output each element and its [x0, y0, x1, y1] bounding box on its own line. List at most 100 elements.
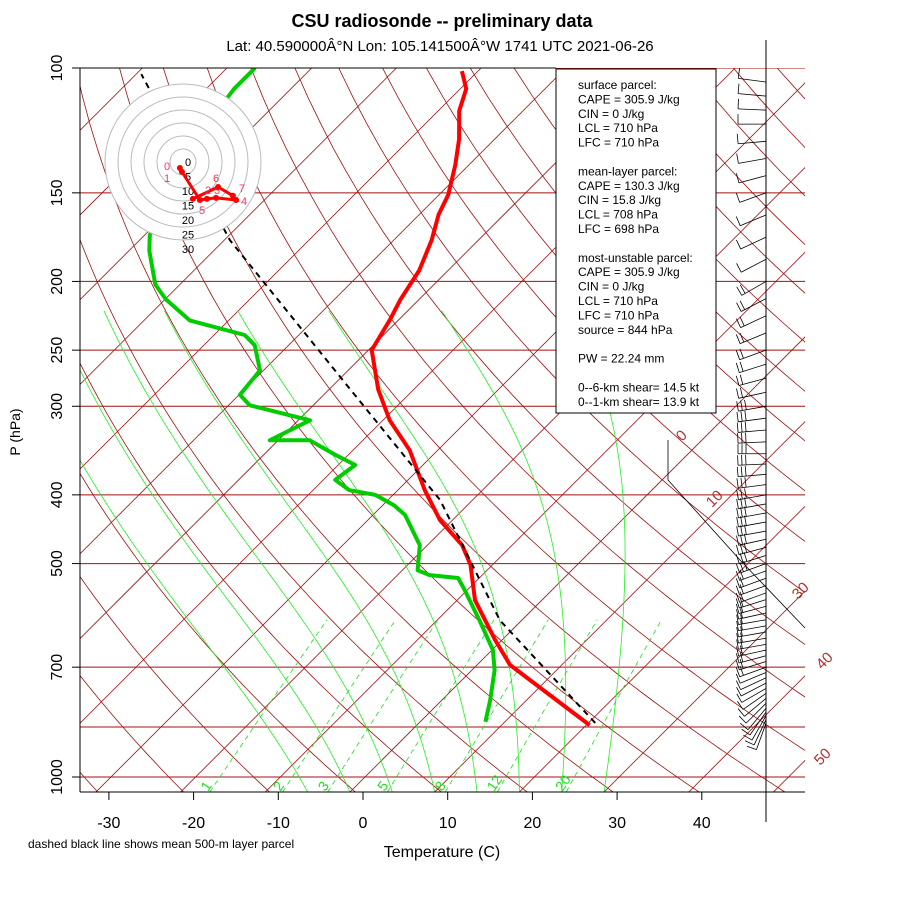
- mixing-ratio-line: [282, 619, 396, 792]
- wind-barb: [738, 108, 767, 111]
- wind-barb: [739, 192, 767, 203]
- isotherm-line: [603, 590, 805, 792]
- parcel-info-line: CAPE = 130.3 J/kg: [578, 179, 680, 193]
- wind-barb-flag: [735, 544, 740, 555]
- wind-barb-flag: [736, 526, 739, 537]
- wind-barb: [738, 503, 767, 510]
- mixing-ratio-label: 2: [270, 778, 288, 794]
- wind-barb: [738, 484, 767, 489]
- wind-barb: [739, 555, 767, 565]
- dry-adiabat-line: [80, 84, 614, 792]
- wind-barb-flag: [744, 410, 747, 421]
- wind-barb-flag: [736, 693, 743, 703]
- hodograph-point-label: 2: [205, 185, 211, 197]
- wind-barb-flag: [740, 466, 743, 477]
- moist-adiabat-line: [441, 310, 567, 792]
- hodograph-point: [189, 195, 196, 202]
- wind-barb-flag: [737, 83, 740, 94]
- x-tick-label: 20: [524, 815, 542, 832]
- wind-barb-flag: [736, 478, 739, 489]
- isotherm-label: 0: [673, 427, 691, 445]
- isotherm-line: [264, 251, 805, 792]
- parcel-info-line: CIN = 0 J/kg: [578, 107, 644, 121]
- wind-barb: [738, 175, 767, 184]
- chart-title: CSU radiosonde -- preliminary data: [291, 11, 593, 31]
- hodograph-ring-label: 5: [185, 172, 191, 184]
- wind-barb-flag: [740, 400, 743, 411]
- wind-barb-flag: [735, 563, 741, 574]
- wind-barb: [738, 631, 767, 638]
- y-tick-label: 700: [49, 654, 66, 681]
- wind-barb: [738, 512, 767, 519]
- x-tick-label: -30: [97, 815, 120, 832]
- isotherm-line: [180, 167, 805, 792]
- wind-barb-flag: [740, 411, 743, 422]
- hodograph-ring: [130, 109, 236, 215]
- wind-barb-flag: [735, 598, 740, 609]
- wind-barb-flag: [744, 497, 747, 508]
- hodograph-point-label: 4: [241, 196, 247, 208]
- wind-barb-flag: [739, 316, 745, 327]
- parcel-info-line: CAPE = 305.9 J/kg: [578, 265, 680, 279]
- wind-barb-flag: [736, 498, 739, 509]
- wind-barb-flag: [740, 489, 743, 500]
- wind-barb: [751, 715, 767, 741]
- wind-barb-flag: [740, 387, 743, 398]
- wind-barb-flag: [735, 554, 740, 564]
- wind-barb: [739, 592, 767, 603]
- wind-barb-flag: [736, 466, 739, 477]
- y-tick-label: 150: [49, 179, 66, 206]
- y-axis-label: P (hPa): [7, 408, 23, 455]
- wind-barb-flag: [744, 488, 747, 499]
- wind-barb: [738, 140, 767, 145]
- dry-adiabat-line: [294, 68, 805, 645]
- y-tick-label: 100: [49, 55, 66, 82]
- isotherm-label: 30: [789, 579, 813, 603]
- parcel-info-line: most-unstable parcel:: [578, 251, 693, 265]
- wind-barb: [753, 719, 767, 746]
- wind-barb: [738, 619, 767, 625]
- wind-barb: [738, 546, 767, 555]
- wind-barb: [740, 258, 767, 273]
- wind-barb-flag: [740, 645, 743, 656]
- wind-barb-flag: [736, 646, 740, 657]
- isotherm-line: [80, 68, 651, 640]
- moist-adiabat-line: [237, 310, 478, 792]
- wind-barb-flag: [735, 362, 740, 373]
- wind-barb-flag: [735, 173, 740, 184]
- y-tick-label: 300: [49, 393, 66, 420]
- wind-barb: [749, 711, 767, 736]
- wind-barb: [738, 538, 767, 546]
- wind-barb-flag: [740, 626, 743, 637]
- wind-barb: [742, 693, 767, 710]
- wind-barb-flag: [740, 608, 743, 619]
- wind-barb-flag: [736, 633, 739, 644]
- isotherm-line: [80, 68, 567, 555]
- hodograph-ring-label: 0: [185, 157, 191, 169]
- x-axis-label: Temperature (C): [384, 844, 500, 861]
- dry-adiabat-line: [119, 68, 700, 792]
- wind-barb-flag: [735, 350, 741, 360]
- wind-barb: [738, 625, 767, 632]
- wind-barb-flag: [739, 543, 744, 554]
- dry-adiabat-line: [80, 362, 442, 792]
- wind-barb-flag: [739, 300, 746, 310]
- wind-barb: [738, 93, 767, 97]
- wind-barb: [739, 661, 767, 671]
- wind-barb-flag: [737, 708, 745, 717]
- moist-adiabat-line: [328, 310, 520, 792]
- wind-barb-flag: [736, 639, 739, 650]
- isotherm-line: [434, 421, 805, 792]
- isotherm-label: 10: [703, 487, 727, 511]
- wind-barb-flag: [741, 728, 751, 736]
- x-tick-label: 30: [608, 815, 626, 832]
- wind-barb: [745, 703, 767, 724]
- mixing-ratio-line: [209, 619, 328, 792]
- wind-barb-flag: [738, 715, 747, 724]
- mixing-ratio-label: 5: [374, 778, 392, 794]
- series-dewpoint: [147, 68, 497, 723]
- isotherm-label: 40: [813, 649, 837, 673]
- hodograph-point: [203, 195, 210, 202]
- wind-barbs: [735, 40, 767, 822]
